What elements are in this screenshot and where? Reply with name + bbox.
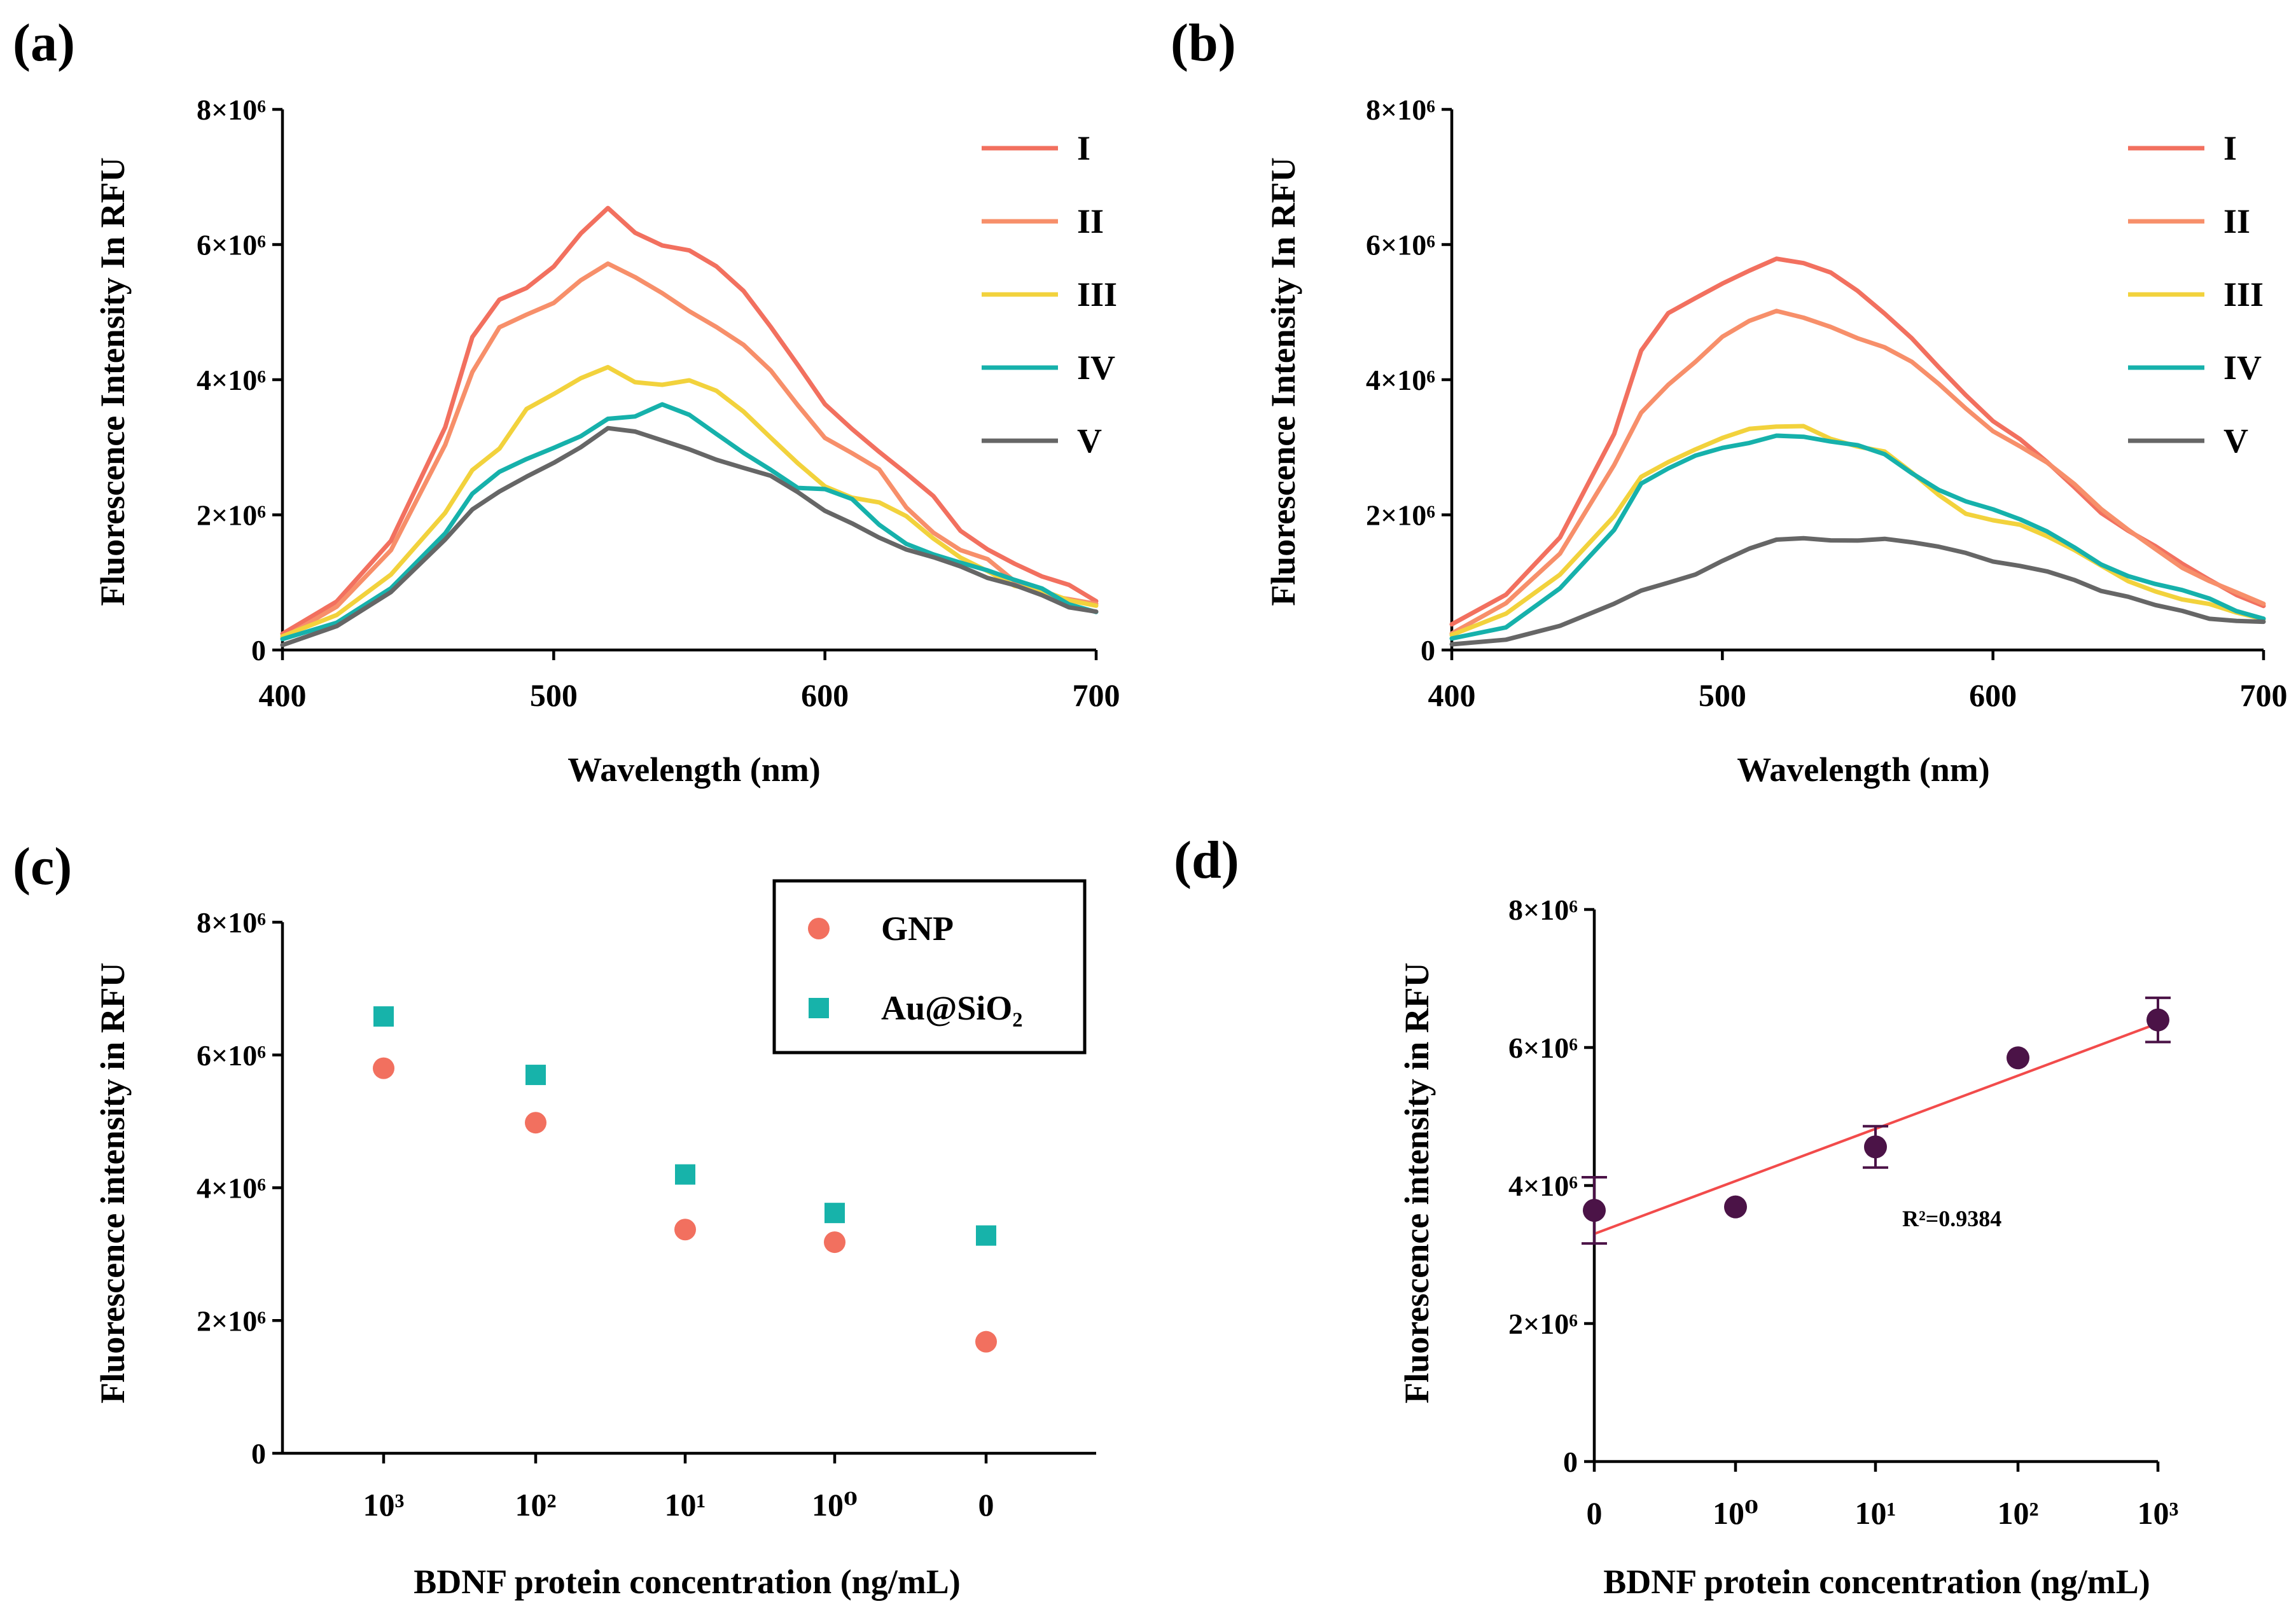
series-line-iii [280,364,1099,639]
y-tick-label: 6×10⁶ [197,229,266,261]
legend-label: V [2223,422,2248,460]
panel-label: (a) [13,13,75,73]
x-tick-label: 500 [530,677,578,713]
data-point-gnp [975,1331,997,1353]
panel-d: (d) Fluorescence intensity in RFU BDNF p… [1174,831,2179,1601]
data-point-au-sio2 [976,1225,996,1246]
panel-c: (c) Fluorescence intensity in RFU BDNF p… [13,837,1096,1601]
x-tick-label: 10⁰ [812,1487,858,1523]
data-point-au-sio2 [675,1164,695,1185]
legend-label: V [1077,422,1102,460]
x-tick-label: 0 [978,1487,994,1523]
series-line-v [1449,536,2266,647]
data-point-au-sio2 [525,1065,546,1086]
x-tick-label: 400 [259,677,307,713]
y-tick-label: 2×10⁶ [197,499,266,532]
data-point-gnp [525,1112,546,1134]
legend-label: IV [2223,349,2262,387]
y-axis-title: Fluorescence Intensity In RFU [1264,157,1302,605]
x-tick-label: 10³ [2138,1495,2179,1531]
data-point [1864,1135,1887,1159]
x-tick-label: 10³ [363,1487,405,1523]
legend-marker [808,918,830,939]
y-tick-label: 8×10⁶ [1508,894,1578,926]
legend-label: II [2223,202,2250,240]
data-point [1724,1195,1747,1219]
y-axis-title: Fluorescence Intensity In RFU [94,157,132,605]
x-tick-label: 10² [1998,1495,2039,1531]
y-tick-label: 6×10⁶ [197,1039,266,1072]
data-point [1583,1199,1606,1222]
y-tick-label: 2×10⁶ [1508,1308,1578,1340]
x-tick-label: 10¹ [1855,1495,1896,1531]
x-tick-label: 500 [1699,677,1746,713]
x-tick-label: 10¹ [665,1487,706,1523]
legend-label: I [1077,129,1090,167]
legend-label: II [1077,202,1104,240]
y-tick-label: 8×10⁶ [197,93,266,126]
legend-box [772,879,1087,1054]
legend-label: IV [1077,349,1115,387]
y-tick-label: 4×10⁶ [1508,1170,1578,1202]
series-line-ii [1449,308,2266,636]
x-tick-label: 700 [2240,677,2288,713]
y-axis-title: Fluorescence intensity in RFU [1398,962,1436,1403]
fit-annotation: R²=0.9384 [1902,1206,2001,1231]
y-tick-label: 4×10⁶ [197,364,266,396]
data-point-gnp [824,1231,845,1254]
series-line-iv [280,402,1099,642]
x-axis-title: Wavelength (nm) [1737,750,1990,789]
legend-marker [809,998,829,1018]
x-tick-label: 400 [1428,677,1476,713]
panel-label: (b) [1171,13,1236,73]
y-tick-label: 6×10⁶ [1366,229,1435,261]
x-tick-label: 10⁰ [1713,1495,1758,1531]
data-point-au-sio2 [824,1203,845,1224]
legend-label: GNP [881,909,954,948]
y-tick-label: 6×10⁶ [1508,1032,1578,1064]
y-tick-label: 0 [251,634,266,667]
data-point-gnp [674,1219,696,1241]
x-axis-title: BDNF protein concentration (ng/mL) [1603,1563,2150,1601]
x-tick-label: 0 [1587,1495,1603,1531]
y-tick-label: 8×10⁶ [1366,93,1435,126]
legend: GNP Au@SiO₂ [772,879,1087,1054]
panel-b: (b) Fluorescence Intensity In RFU Wavele… [1171,13,2288,789]
data-point [2146,1008,2169,1032]
x-tick-label: 600 [1969,677,2017,713]
y-tick-label: 2×10⁶ [1366,499,1435,532]
data-point-au-sio2 [373,1006,394,1027]
y-tick-label: 4×10⁶ [1366,364,1435,396]
series-line-ii [280,261,1099,640]
y-tick-label: 0 [1421,634,1435,667]
y-tick-label: 4×10⁶ [197,1172,266,1205]
y-tick-label: 0 [1563,1446,1578,1478]
legend-label: III [1077,275,1117,314]
x-axis-title: Wavelength (nm) [567,750,821,789]
panel-label: (c) [13,837,72,896]
legend-label: III [2223,275,2264,314]
x-axis-title: BDNF protein concentration (ng/mL) [414,1563,960,1601]
y-tick-label: 2×10⁶ [197,1304,266,1337]
series-line-i [280,205,1099,636]
panel-a: (a) Fluorescence Intensity In RFU Wavele… [13,13,1120,789]
x-tick-label: 10² [515,1487,557,1523]
data-point-gnp [373,1057,394,1079]
x-tick-label: 700 [1073,677,1120,713]
panel-label: (d) [1174,831,1239,890]
data-point [2007,1046,2029,1070]
x-tick-label: 600 [801,677,849,713]
series-line-iv [1449,433,2266,641]
y-tick-label: 0 [251,1437,266,1470]
series-line-v [280,425,1099,647]
legend-label: Au@SiO₂ [881,989,1023,1027]
legend-label: I [2223,129,2237,167]
y-tick-label: 8×10⁶ [197,906,266,939]
y-axis-title: Fluorescence intensity in RFU [94,962,132,1403]
